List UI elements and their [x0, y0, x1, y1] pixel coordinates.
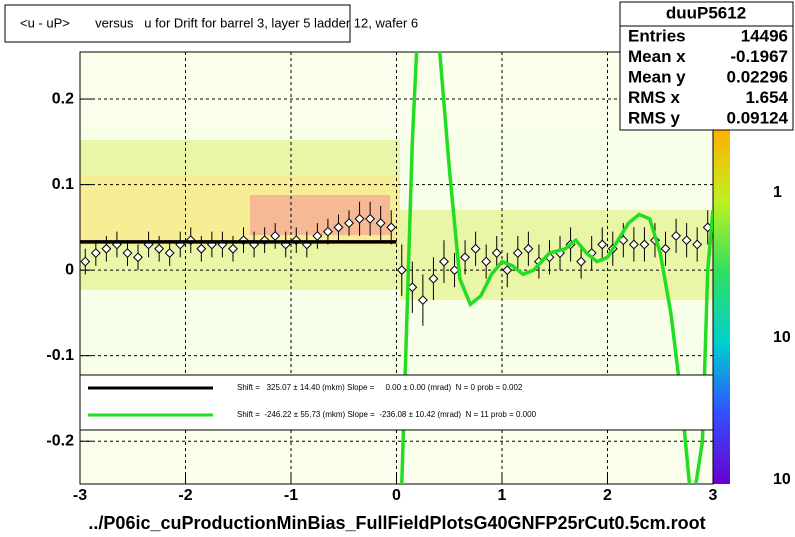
x-tick-label: -2 — [178, 487, 192, 504]
stats-label: Entries — [628, 26, 686, 45]
chart-title: <u - uP> versus u for Drift for barrel 3… — [20, 15, 418, 30]
z-tick-label: 1 — [773, 184, 782, 201]
stats-box — [619, 1, 794, 131]
profile-point — [481, 256, 492, 267]
profile-point — [196, 243, 207, 254]
plot-area — [80, 52, 713, 484]
title-box — [4, 4, 351, 43]
profile-point — [671, 230, 682, 241]
stats-label: RMS x — [628, 88, 681, 107]
profile-point — [639, 239, 650, 250]
stats-label: Mean y — [628, 67, 686, 86]
profile-point — [502, 265, 513, 276]
y-tick-label: -0.2 — [46, 432, 74, 449]
profile-point — [628, 239, 639, 250]
stats-label: Mean x — [628, 47, 686, 66]
profile-point — [681, 235, 692, 246]
profile-point — [576, 256, 587, 267]
x-tick-label: 3 — [709, 487, 718, 504]
profile-point — [322, 226, 333, 237]
profile-point — [133, 252, 143, 263]
y-tick-label: 0.1 — [52, 176, 74, 193]
profile-point — [660, 243, 671, 254]
profile-point — [80, 256, 91, 267]
profile-point — [460, 252, 471, 263]
profile-point — [449, 265, 460, 276]
stats-value: 1.654 — [745, 88, 788, 107]
stats-value: 0.02296 — [727, 67, 788, 86]
profile-point — [101, 243, 112, 254]
profile-point — [270, 230, 281, 241]
legend-label: Shift = 325.07 ± 14.40 (mkm) Slope = 0.0… — [237, 383, 523, 392]
stats-value: 0.09124 — [727, 108, 789, 127]
z-tick-label: 10 — [773, 471, 791, 488]
profile-point — [692, 239, 703, 250]
stats-value: -0.1967 — [730, 47, 788, 66]
legend-box — [79, 374, 714, 431]
legend-label: Shift = -246.22 ± 55.73 (mkm) Slope = -2… — [237, 410, 537, 419]
profile-point — [523, 243, 534, 254]
profile-point — [365, 213, 376, 224]
profile-point — [375, 218, 386, 229]
profile-point — [333, 222, 344, 233]
profile-point — [597, 239, 608, 250]
profile-point — [428, 273, 439, 284]
stats-label: RMS y — [628, 108, 681, 127]
profile-point — [344, 218, 354, 229]
stats-value: 14496 — [741, 26, 788, 45]
profile-point — [154, 243, 165, 254]
profile-point — [312, 230, 323, 241]
profile-point — [90, 248, 101, 258]
profile-point — [122, 248, 133, 258]
x-tick-label: 2 — [603, 487, 612, 504]
profile-point — [512, 248, 523, 258]
x-tick-label: 1 — [498, 487, 507, 504]
x-tick-label: 0 — [392, 487, 401, 504]
profile-point — [164, 248, 175, 258]
y-tick-label: -0.1 — [46, 347, 74, 364]
profile-point — [407, 282, 418, 293]
profile-point — [439, 256, 449, 267]
profile-point — [228, 243, 238, 254]
profile-point — [417, 295, 428, 306]
stats-title: duuP5612 — [666, 3, 746, 22]
y-tick-label: 0.2 — [52, 90, 74, 107]
profile-point — [491, 248, 502, 258]
profile-point — [396, 265, 407, 276]
fit-line — [400, 52, 713, 484]
x-tick-label: -3 — [73, 487, 87, 504]
x-tick-label: -1 — [284, 487, 298, 504]
footer: ../P06ic_cuProductionMinBias_FullFieldPl… — [88, 513, 705, 533]
color-scale — [713, 130, 730, 484]
profile-point — [386, 222, 397, 233]
profile-point — [470, 243, 481, 254]
y-tick-label: 0 — [65, 261, 74, 278]
z-tick-label: 10 — [773, 329, 791, 346]
profile-point — [354, 213, 365, 224]
